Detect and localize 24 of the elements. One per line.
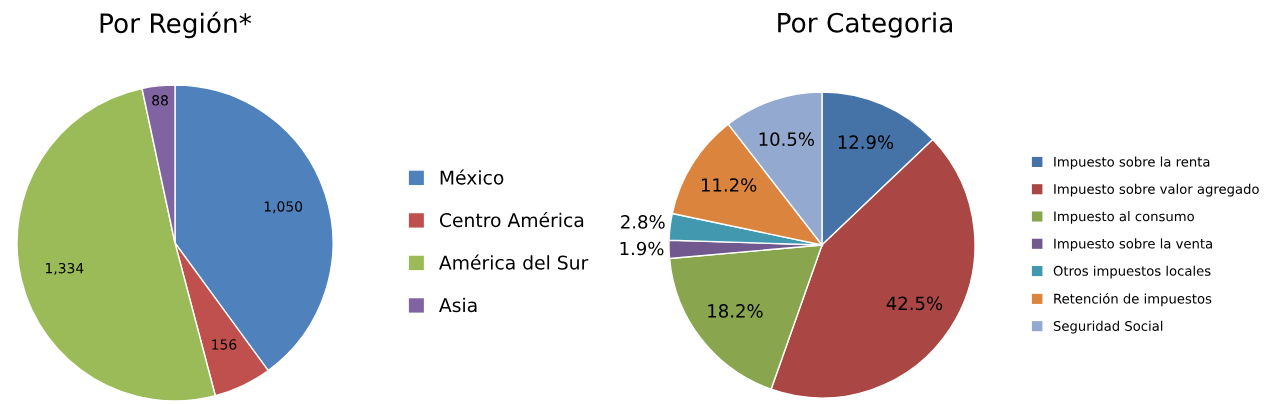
- legend-label: Retención de impuestos: [1054, 292, 1212, 307]
- chart-title: Por Categoria: [778, 12, 952, 38]
- legend-label: Impuesto sobre la renta: [1054, 156, 1210, 170]
- data-label: 88: [152, 95, 168, 106]
- data-label: 1,334: [45, 262, 84, 275]
- data-label: 10.5%: [759, 132, 814, 147]
- data-label: 1,050: [264, 201, 303, 214]
- data-label: 11.2%: [701, 178, 757, 192]
- legend-label: México: [440, 169, 504, 185]
- legend-label: Impuesto sobre valor agregado: [1054, 183, 1259, 197]
- legend-label: Centro América: [439, 211, 584, 228]
- legend-label: Otros impuestos locales: [1053, 265, 1211, 279]
- data-label: 1.9%: [620, 241, 664, 256]
- legend-label: Impuesto sobre la venta: [1054, 238, 1212, 252]
- data-label: 42.5%: [886, 296, 943, 311]
- legend-label: Asia: [439, 297, 477, 313]
- data-label: 2.8%: [621, 215, 665, 229]
- legend-label: América del Sur: [439, 254, 589, 270]
- data-label: 18.2%: [708, 304, 763, 318]
- legend-label: Impuesto al consumo: [1054, 211, 1194, 224]
- chart-title: Por Región*: [100, 11, 252, 39]
- data-label: 156: [212, 339, 237, 350]
- data-label: 12.9%: [838, 135, 894, 149]
- legend-label: Seguridad Social: [1053, 320, 1163, 334]
